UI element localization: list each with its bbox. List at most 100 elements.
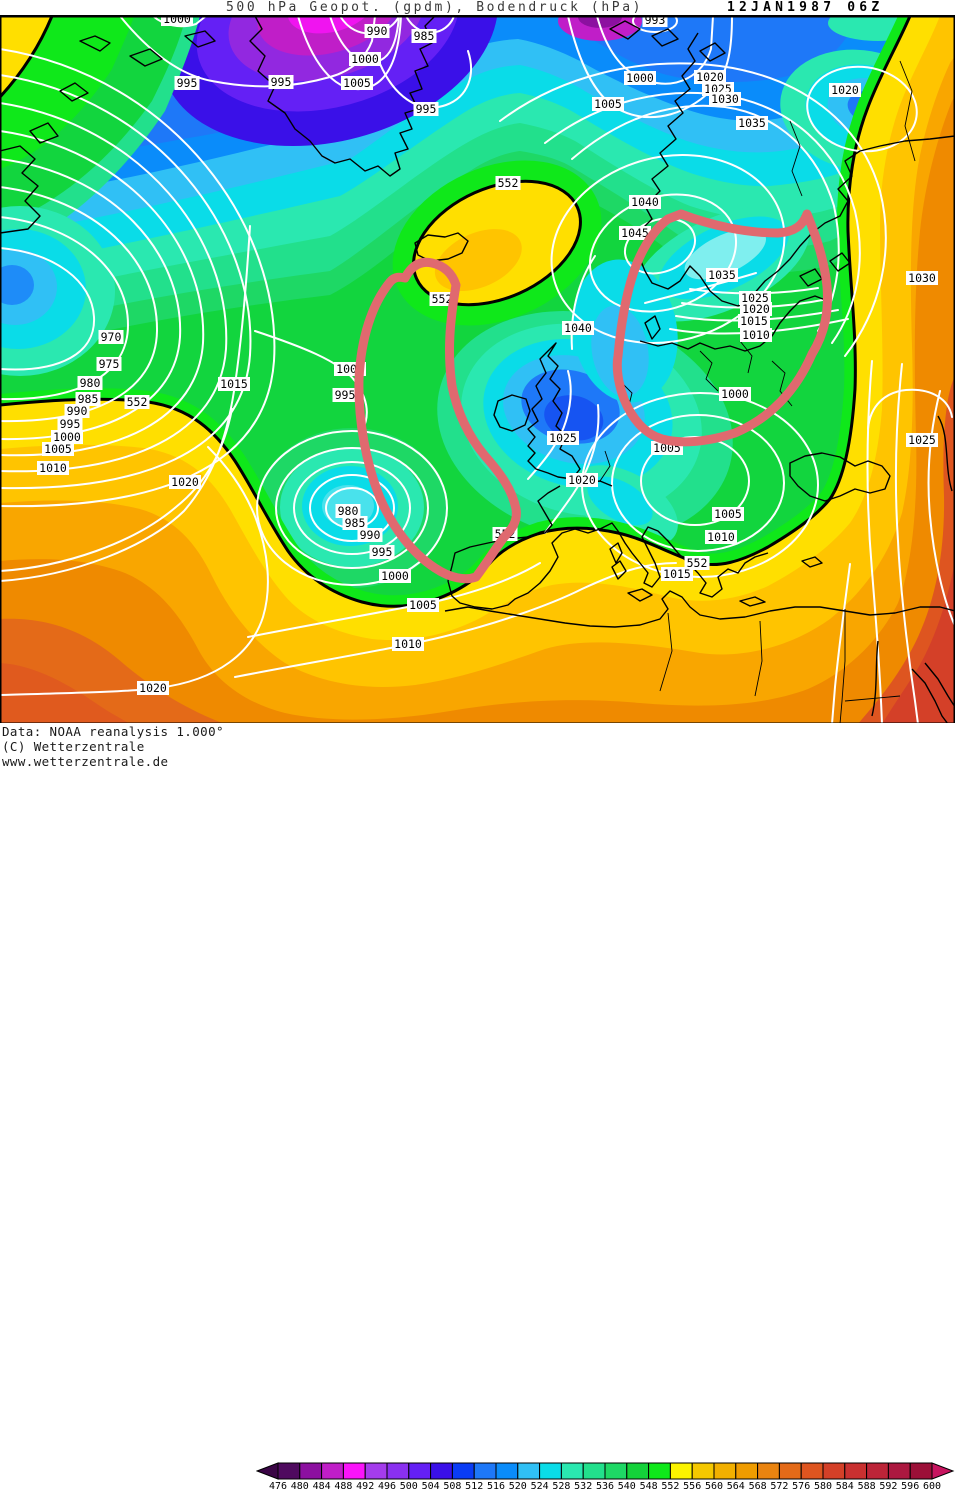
svg-text:980: 980 (80, 376, 101, 390)
coastline-layer (0, 16, 955, 724)
colorbar-tick-label: 556 (683, 1481, 701, 1491)
colorbar-tick-label: 480 (291, 1481, 309, 1491)
svg-text:1035: 1035 (708, 268, 736, 282)
colorbar-tick-label: 532 (574, 1481, 592, 1491)
colorbar-cell (735, 1462, 759, 1480)
colorbar-tick-label: 520 (509, 1481, 527, 1491)
pressure-label: 985 (75, 392, 101, 406)
svg-text:1005: 1005 (343, 76, 371, 90)
svg-text:995: 995 (372, 545, 393, 559)
colorbar-tick-label: 584 (836, 1481, 854, 1491)
pressure-label: 1020 (694, 70, 726, 84)
colorbar-cell (604, 1462, 628, 1480)
svg-text:995: 995 (271, 75, 292, 89)
svg-text:1015: 1015 (663, 567, 691, 581)
colorbar-cell (757, 1462, 780, 1480)
copyright-text: (C) Wetterzentrale (2, 739, 145, 754)
svg-text:1000: 1000 (53, 430, 81, 444)
pressure-label: 1005 (592, 97, 624, 111)
colorbar-cell (778, 1462, 802, 1480)
svg-text:552: 552 (498, 176, 519, 190)
svg-text:1015: 1015 (740, 314, 768, 328)
svg-text:970: 970 (101, 330, 122, 344)
pressure-label: 985 (342, 516, 368, 530)
pressure-label: 1040 (629, 195, 661, 209)
colorbar-cell (866, 1462, 889, 1480)
pressure-label: 552 (684, 556, 710, 570)
svg-text:552: 552 (127, 395, 148, 409)
svg-text:1005: 1005 (44, 442, 72, 456)
pressure-label: 1020 (566, 473, 598, 487)
pressure-label: 985 (411, 29, 437, 43)
colorbar-tick-label: 592 (879, 1481, 897, 1491)
svg-text:1000: 1000 (721, 387, 749, 401)
colorbar-cell (626, 1462, 650, 1480)
colorbar-cell (582, 1462, 606, 1480)
pressure-label: 1020 (137, 681, 169, 695)
svg-text:1025: 1025 (908, 433, 936, 447)
colorbar-tick-label: 580 (814, 1481, 832, 1491)
pressure-label: 995 (57, 417, 83, 431)
title-bar: 500 hPa Geopot. (gpdm), Bodendruck (hPa)… (0, 0, 955, 15)
pressure-label: 980 (77, 376, 103, 390)
pressure-label: 1035 (736, 116, 768, 130)
pressure-label: 1035 (706, 268, 738, 282)
svg-text:1045: 1045 (621, 226, 649, 240)
colorbar-tick-label: 600 (923, 1481, 941, 1491)
pressure-label: 1000 (719, 387, 751, 401)
colorbar-tick-label: 528 (552, 1481, 570, 1491)
pressure-label: 1000 (379, 569, 411, 583)
colorbar-cell (364, 1462, 388, 1480)
svg-text:1005: 1005 (409, 598, 437, 612)
colorbar-cell (386, 1462, 410, 1480)
colorbar-tick-label: 484 (313, 1481, 331, 1491)
svg-text:990: 990 (67, 404, 88, 418)
svg-text:1010: 1010 (39, 461, 67, 475)
pressure-label: 995 (369, 545, 395, 559)
pressure-label: 1005 (407, 598, 439, 612)
pressure-label: 1040 (562, 321, 594, 335)
colorbar-cell (909, 1462, 933, 1480)
annotation-layer (354, 209, 832, 584)
chart-datetime: 12JAN1987 06Z (727, 0, 884, 15)
pressure-label: 1005 (42, 442, 74, 456)
colorbar-tick-label: 516 (487, 1481, 505, 1491)
pressure-label: 1000 (161, 16, 193, 26)
svg-text:552: 552 (432, 292, 453, 306)
pressure-label: 993 (642, 16, 668, 27)
pressure-label: 1020 (829, 83, 861, 97)
pressure-label: 552 (124, 395, 150, 409)
colorbar-tick-label: 512 (465, 1481, 483, 1491)
colorbar-cell (822, 1462, 846, 1480)
pressure-label: 990 (364, 24, 390, 38)
footer: Data: NOAA reanalysis 1.000° (C) Wetterz… (0, 723, 955, 1491)
svg-text:1015: 1015 (220, 377, 248, 391)
svg-text:1020: 1020 (568, 473, 596, 487)
pressure-label: 990 (64, 404, 90, 418)
svg-text:1000: 1000 (163, 16, 191, 26)
pressure-label: 975 (96, 357, 122, 371)
colorbar-tick-label: 504 (422, 1481, 440, 1491)
pressure-label: 1025 (739, 291, 771, 305)
website-link[interactable]: www.wetterzentrale.de (2, 754, 169, 769)
colorbar-tick-label: 552 (661, 1481, 679, 1491)
colorbar-cell (495, 1462, 519, 1480)
pressure-label: 1030 (709, 92, 741, 106)
svg-text:1000: 1000 (626, 71, 654, 85)
colorbar-tick-label: 588 (858, 1481, 876, 1491)
svg-text:1030: 1030 (711, 92, 739, 106)
pressure-label: 1005 (712, 507, 744, 521)
colorbar-cell (408, 1462, 432, 1480)
colorbar-cell (430, 1462, 453, 1480)
pressure-label: 1025 (906, 433, 938, 447)
pressure-label: 970 (98, 330, 124, 344)
colorbar-tick-label: 564 (727, 1481, 745, 1491)
svg-text:995: 995 (335, 388, 356, 402)
pressure-label: 995 (332, 388, 358, 402)
svg-text:1010: 1010 (742, 328, 770, 342)
colorbar-cell (691, 1462, 715, 1480)
colorbar-tick-label: 496 (378, 1481, 396, 1491)
pressure-label: 1010 (740, 328, 772, 342)
svg-text:1020: 1020 (139, 681, 167, 695)
